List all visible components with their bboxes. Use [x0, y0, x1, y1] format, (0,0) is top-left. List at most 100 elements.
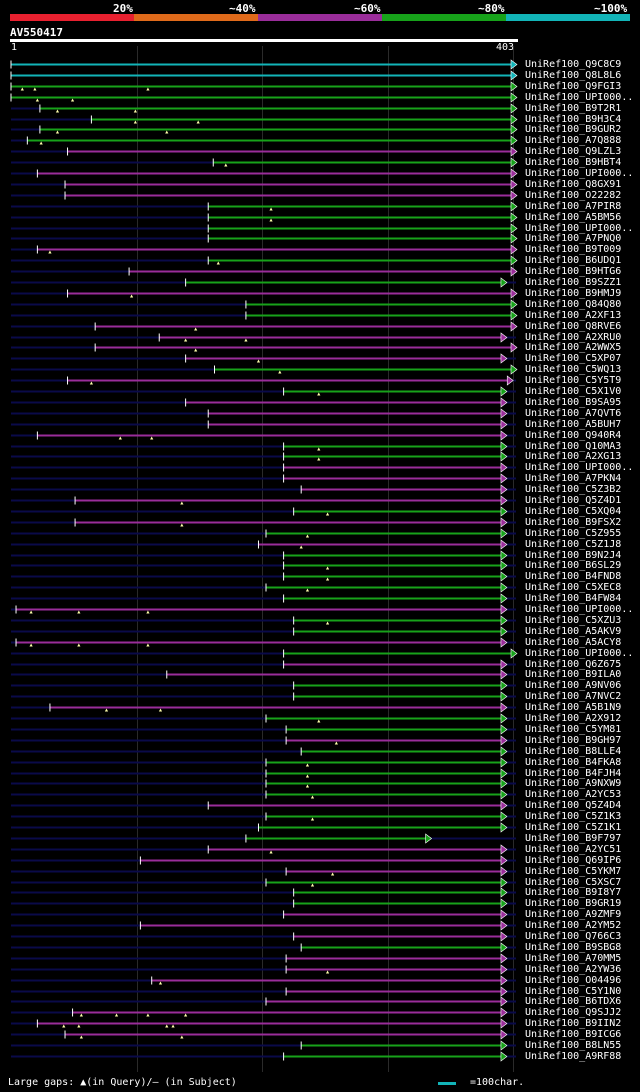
- hit-label[interactable]: UniRef100_UPI000..: [525, 222, 634, 234]
- hit-label[interactable]: UniRef100_A2WWX5: [525, 341, 622, 353]
- hit-label[interactable]: UniRef100_A2YM52: [525, 919, 622, 931]
- hit-label[interactable]: UniRef100_C5XZU3: [525, 614, 622, 626]
- hit-label[interactable]: UniRef100_C5Y5T9: [525, 374, 622, 386]
- hit-label[interactable]: UniRef100_B9GH97: [525, 734, 622, 746]
- hit-label[interactable]: UniRef100_A7PIR8: [525, 200, 622, 212]
- hit-label[interactable]: UniRef100_O04496: [525, 974, 622, 986]
- query-gap-marker: [146, 610, 150, 614]
- hit-label[interactable]: UniRef100_C5Z1K3: [525, 810, 622, 822]
- hit-label[interactable]: UniRef100_A5BUH7: [525, 418, 622, 430]
- query-gap-marker: [129, 294, 134, 298]
- hit-label[interactable]: UniRef100_C5XSC7: [525, 876, 622, 888]
- hit-label[interactable]: UniRef100_UPI000..: [525, 461, 634, 473]
- hit-label[interactable]: UniRef100_B9HBT4: [525, 156, 622, 168]
- hit-label[interactable]: UniRef100_Q8RVE6: [525, 320, 622, 332]
- hit-label[interactable]: UniRef100_B4FJH4: [525, 767, 622, 779]
- hit-label[interactable]: UniRef100_B8LLE4: [525, 745, 622, 757]
- hit-label[interactable]: UniRef100_Q766C3: [525, 930, 622, 942]
- hit-label[interactable]: UniRef100_Q69IP6: [525, 854, 622, 866]
- hit-label[interactable]: UniRef100_A70MM5: [525, 952, 622, 964]
- hit-label[interactable]: UniRef100_C5X1V0: [525, 385, 622, 397]
- query-gap-marker: [256, 359, 261, 363]
- hit-label[interactable]: UniRef100_B9ICG6: [525, 1028, 622, 1040]
- hit-label[interactable]: UniRef100_C5XQ04: [525, 505, 622, 517]
- hit-label[interactable]: UniRef100_B9ILA0: [525, 668, 622, 680]
- hit-label[interactable]: UniRef100_Q5Z4D4: [525, 799, 622, 811]
- hit-label[interactable]: UniRef100_Q10MA3: [525, 440, 622, 452]
- hit-label[interactable]: UniRef100_A2XG13: [525, 450, 622, 462]
- hit-label[interactable]: UniRef100_A7PKN4: [525, 472, 622, 484]
- hit-label[interactable]: UniRef100_C5Y1N0: [525, 985, 622, 997]
- hit-label[interactable]: UniRef100_Q9SJJ2: [525, 1006, 622, 1018]
- hit-label[interactable]: UniRef100_A9NV06: [525, 679, 622, 691]
- hit-label[interactable]: UniRef100_A5ACY8: [525, 636, 622, 648]
- hit-label[interactable]: UniRef100_A7PNQ0: [525, 232, 622, 244]
- hit-label[interactable]: UniRef100_Q940R4: [525, 429, 622, 441]
- hit-label[interactable]: UniRef100_B9H3C4: [525, 113, 622, 125]
- hit-label[interactable]: UniRef100_B4FKA8: [525, 756, 622, 768]
- hit-label[interactable]: UniRef100_B6UDQ1: [525, 254, 622, 266]
- hit-label[interactable]: UniRef100_Q5Z4D1: [525, 494, 622, 506]
- hit-label[interactable]: UniRef100_B4FW84: [525, 592, 622, 604]
- hit-label[interactable]: UniRef100_A5BM56: [525, 211, 622, 223]
- hit-label[interactable]: UniRef100_A9RF88: [525, 1050, 622, 1062]
- hit-label[interactable]: UniRef100_C5Z955: [525, 527, 622, 539]
- hit-label[interactable]: UniRef100_A2XF13: [525, 309, 622, 321]
- hit-label[interactable]: UniRef100_B9T009: [525, 243, 622, 255]
- hit-label[interactable]: UniRef100_B9F797: [525, 832, 622, 844]
- hit-label[interactable]: UniRef100_A2YC51: [525, 843, 622, 855]
- hit-label[interactable]: UniRef100_C5Z1J8: [525, 538, 622, 550]
- hit-label[interactable]: UniRef100_B9SZZ1: [525, 276, 622, 288]
- hit-label[interactable]: UniRef100_O22282: [525, 189, 622, 201]
- hit-label[interactable]: UniRef100_Q8GX91: [525, 178, 622, 190]
- hit-label[interactable]: UniRef100_B9IIN2: [525, 1017, 622, 1029]
- hit-label[interactable]: UniRef100_A2YW36: [525, 963, 622, 975]
- hit-label[interactable]: UniRef100_B9FSX2: [525, 516, 622, 528]
- hit-label[interactable]: UniRef100_Q6Z675: [525, 658, 622, 670]
- hit-label[interactable]: UniRef100_C5YM81: [525, 723, 622, 735]
- hit-end-arrow: [500, 473, 508, 484]
- hit-label[interactable]: UniRef100_B9I8Y7: [525, 886, 622, 898]
- hit-label[interactable]: UniRef100_A9ZMF9: [525, 908, 622, 920]
- hit-label[interactable]: UniRef100_A2YC53: [525, 788, 622, 800]
- hit-label[interactable]: UniRef100_A2XRU0: [525, 331, 622, 343]
- hit-label[interactable]: UniRef100_C5Z3B2: [525, 483, 622, 495]
- hit-label[interactable]: UniRef100_B9HMJ9: [525, 287, 622, 299]
- hit-label[interactable]: UniRef100_B9SBG8: [525, 941, 622, 953]
- hit-label[interactable]: UniRef100_Q9C8C9: [525, 58, 622, 70]
- hit-label[interactable]: UniRef100_C5WQ13: [525, 363, 622, 375]
- hit-label[interactable]: UniRef100_B9N2J4: [525, 549, 622, 561]
- hit-end-arrow: [500, 419, 508, 430]
- hit-label[interactable]: UniRef100_Q84Q80: [525, 298, 622, 310]
- hit-label[interactable]: UniRef100_B6TDX6: [525, 995, 622, 1007]
- hit-label[interactable]: UniRef100_B6SL29: [525, 559, 622, 571]
- hit-label[interactable]: UniRef100_B8LN55: [525, 1039, 622, 1051]
- query-gap-marker: [325, 577, 330, 581]
- hit-label[interactable]: UniRef100_C5XEC8: [525, 581, 622, 593]
- hit-label[interactable]: UniRef100_A7Q888: [525, 134, 622, 146]
- hit-label[interactable]: UniRef100_B4FND8: [525, 570, 622, 582]
- hit-label[interactable]: UniRef100_B9GUR2: [525, 123, 622, 135]
- hit-label[interactable]: UniRef100_C5Z1K1: [525, 821, 622, 833]
- hit-label[interactable]: UniRef100_UPI000..: [525, 647, 634, 659]
- hit-label[interactable]: UniRef100_B9GR19: [525, 897, 622, 909]
- hit-label[interactable]: UniRef100_B9SA95: [525, 396, 622, 408]
- hit-label[interactable]: UniRef100_A5AKV9: [525, 625, 622, 637]
- hit-label[interactable]: UniRef100_A5B1N9: [525, 701, 622, 713]
- query-gap-marker: [79, 1035, 83, 1039]
- query-gap-marker: [196, 120, 200, 124]
- hit-label[interactable]: UniRef100_UPI000..: [525, 603, 634, 615]
- hit-label[interactable]: UniRef100_UPI000..: [525, 167, 634, 179]
- hit-label[interactable]: UniRef100_UPI000..: [525, 91, 634, 103]
- hit-label[interactable]: UniRef100_C5YKM7: [525, 865, 622, 877]
- hit-label[interactable]: UniRef100_A7NVC2: [525, 690, 622, 702]
- hit-label[interactable]: UniRef100_C5XP07: [525, 352, 622, 364]
- hit-label[interactable]: UniRef100_Q9LZL3: [525, 145, 622, 157]
- hit-label[interactable]: UniRef100_Q8L8L6: [525, 69, 622, 81]
- hit-label[interactable]: UniRef100_Q9FGI3: [525, 80, 622, 92]
- hit-label[interactable]: UniRef100_A2X912: [525, 712, 622, 724]
- hit-label[interactable]: UniRef100_B9HTG6: [525, 265, 622, 277]
- hit-label[interactable]: UniRef100_A7QVT6: [525, 407, 622, 419]
- hit-label[interactable]: UniRef100_B9T2R1: [525, 102, 622, 114]
- hit-label[interactable]: UniRef100_A9NXW9: [525, 777, 622, 789]
